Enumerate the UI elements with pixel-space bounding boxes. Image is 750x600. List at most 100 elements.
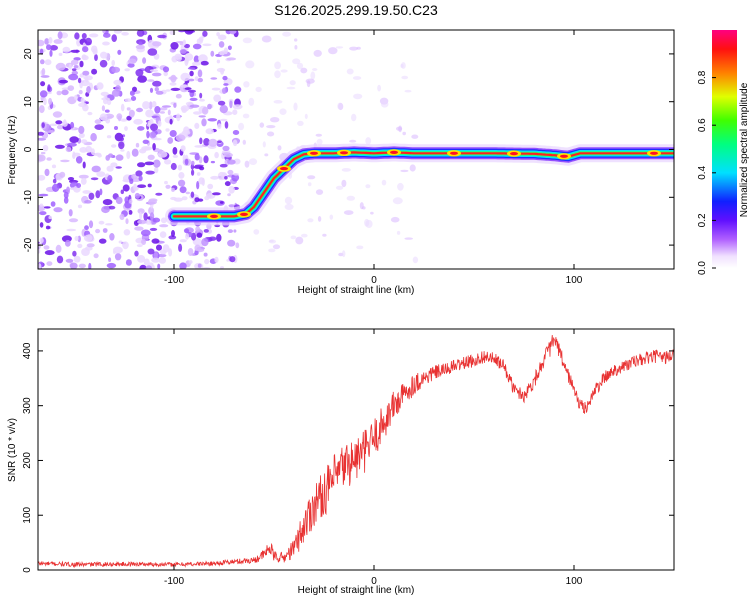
noise-blob bbox=[38, 154, 46, 162]
noise-blob bbox=[135, 170, 143, 177]
noise-blob bbox=[217, 100, 226, 106]
noise-blob bbox=[194, 197, 200, 203]
noise-blob bbox=[48, 97, 53, 105]
noise-blob bbox=[74, 236, 79, 241]
noise-blob bbox=[63, 119, 67, 125]
noise-blob bbox=[329, 214, 334, 220]
noise-blob bbox=[396, 126, 403, 131]
noise-blob bbox=[68, 73, 79, 81]
noise-blob bbox=[59, 171, 66, 178]
noise-blob bbox=[128, 198, 133, 204]
noise-blob bbox=[171, 55, 178, 63]
noise-blob bbox=[46, 157, 52, 161]
noise-blob bbox=[158, 257, 166, 264]
noise-blob bbox=[56, 255, 64, 264]
noise-blob bbox=[155, 192, 163, 196]
noise-blob bbox=[245, 60, 255, 69]
noise-blob bbox=[229, 30, 237, 35]
noise-blob bbox=[91, 165, 101, 173]
noise-blob bbox=[190, 191, 195, 198]
noise-blob bbox=[82, 70, 90, 76]
noise-blob bbox=[75, 156, 83, 164]
noise-blob bbox=[177, 164, 183, 171]
noise-blob bbox=[232, 104, 243, 110]
noise-blob bbox=[76, 183, 81, 188]
noise-blob bbox=[181, 196, 188, 201]
noise-blob bbox=[97, 153, 102, 158]
noise-blob bbox=[91, 68, 98, 75]
noise-blob bbox=[137, 219, 147, 225]
noise-blob bbox=[292, 58, 301, 65]
noise-blob bbox=[191, 169, 195, 176]
noise-blob bbox=[202, 43, 212, 47]
snr-x-ticks: -100 0 100 bbox=[164, 329, 583, 587]
noise-blob bbox=[222, 87, 227, 94]
noise-blob bbox=[185, 233, 190, 240]
noise-blob bbox=[135, 142, 140, 148]
noise-blob bbox=[133, 118, 143, 125]
noise-blob bbox=[39, 222, 44, 228]
noise-blob bbox=[313, 49, 322, 57]
noise-blob bbox=[122, 241, 129, 250]
noise-blob bbox=[90, 177, 99, 181]
noise-blob bbox=[136, 244, 143, 248]
noise-blob bbox=[274, 70, 281, 79]
noise-blob bbox=[101, 205, 110, 214]
noise-blob bbox=[38, 105, 45, 114]
noise-blob bbox=[41, 122, 45, 128]
noise-blob bbox=[82, 161, 86, 169]
noise-blob bbox=[280, 69, 288, 73]
noise-blob bbox=[139, 211, 143, 220]
noise-blob bbox=[101, 105, 105, 112]
noise-blob bbox=[117, 49, 122, 55]
noise-blob bbox=[130, 96, 137, 101]
noise-blob bbox=[142, 57, 147, 64]
noise-blob bbox=[196, 181, 200, 190]
noise-blob bbox=[63, 196, 69, 204]
noise-blob bbox=[222, 75, 228, 81]
noise-blob bbox=[125, 218, 129, 225]
noise-blob bbox=[151, 72, 162, 77]
noise-blob bbox=[196, 38, 203, 45]
noise-blob bbox=[86, 243, 95, 248]
noise-blob bbox=[147, 154, 155, 160]
y-tick-label: 0 bbox=[22, 567, 33, 573]
noise-blob bbox=[305, 78, 315, 84]
noise-blob bbox=[38, 204, 46, 212]
noise-blob bbox=[145, 109, 154, 118]
noise-blob bbox=[149, 87, 154, 93]
noise-blob bbox=[178, 172, 185, 179]
noise-blob bbox=[88, 262, 92, 269]
noise-blob bbox=[216, 233, 222, 242]
noise-blob bbox=[102, 30, 106, 34]
snr-y-label: SNR (10 * v/v) bbox=[7, 418, 18, 482]
noise-blob bbox=[188, 78, 195, 82]
noise-blob bbox=[335, 185, 344, 190]
noise-blob bbox=[129, 90, 135, 96]
noise-blob bbox=[152, 217, 161, 223]
colorbar-tick-label: 0.8 bbox=[697, 70, 708, 84]
noise-blob bbox=[99, 113, 108, 121]
noise-blob bbox=[110, 162, 118, 168]
noise-blob bbox=[162, 66, 170, 73]
noise-blob bbox=[141, 238, 147, 245]
noise-blob bbox=[208, 236, 217, 241]
noise-blob bbox=[70, 59, 79, 65]
noise-blob bbox=[152, 41, 162, 47]
noise-blob bbox=[229, 256, 236, 263]
noise-blob bbox=[210, 50, 215, 57]
noise-blob bbox=[223, 152, 233, 158]
noise-blob bbox=[46, 261, 53, 266]
noise-blob bbox=[143, 258, 150, 266]
noise-blob bbox=[86, 86, 91, 94]
noise-blob bbox=[137, 255, 146, 263]
ridge-hotspot-core bbox=[210, 214, 218, 218]
noise-blob bbox=[232, 130, 240, 135]
colorbar: 0.0 0.2 0.4 0.6 0.8 Normalized spectral ampl… bbox=[697, 30, 750, 275]
noise-blob bbox=[400, 169, 409, 173]
noise-blob bbox=[38, 131, 45, 136]
noise-blob bbox=[91, 45, 98, 53]
noise-blob bbox=[82, 190, 91, 194]
noise-blob bbox=[120, 103, 125, 112]
